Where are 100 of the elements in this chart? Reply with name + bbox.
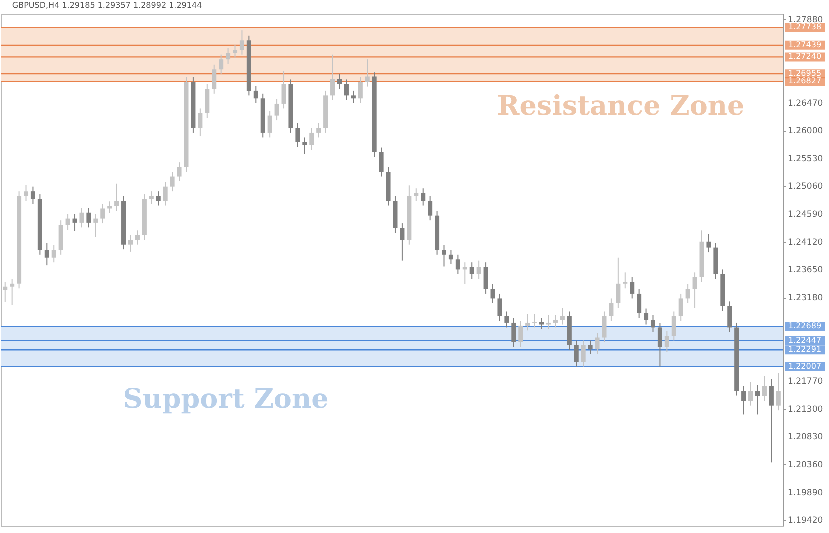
candlestick — [546, 314, 552, 330]
candlestick — [574, 340, 579, 368]
annotation: Support Zone — [123, 384, 329, 415]
ref-line-label: 1.22689 — [788, 322, 822, 331]
ref-line-label: 1.26827 — [788, 76, 822, 86]
candlestick — [100, 204, 106, 224]
candlestick — [637, 288, 642, 319]
candlestick — [581, 340, 586, 368]
y-tick-label: 1.25530 — [788, 154, 824, 164]
candlestick — [310, 128, 314, 151]
candlestick — [302, 137, 308, 155]
candlestick — [66, 214, 70, 231]
candlestick — [476, 260, 482, 280]
candlestick — [512, 318, 516, 348]
candlestick — [170, 172, 175, 192]
candlestick — [748, 382, 754, 406]
candlestick — [30, 186, 36, 204]
candlestick — [560, 308, 565, 326]
candlestick — [456, 254, 460, 275]
candlestick — [644, 308, 649, 326]
candlestick — [400, 223, 405, 262]
candlestick — [428, 196, 433, 222]
candlestick — [540, 318, 544, 330]
candlestick — [588, 340, 593, 355]
candlestick — [595, 332, 600, 355]
candlestick — [678, 293, 684, 322]
candlestick — [135, 230, 140, 246]
chart-title: GBPUSD,H4 1.29185 1.29357 1.28992 1.29144 — [12, 1, 202, 10]
candlestick — [163, 182, 168, 206]
candlestick — [337, 74, 342, 90]
y-tick-label: 1.24120 — [788, 238, 824, 248]
y-tick-label: 1.24590 — [788, 210, 824, 220]
candlestick — [526, 314, 530, 332]
y-tick-label: 1.26470 — [788, 98, 824, 109]
candlestick — [602, 311, 607, 344]
y-tick-label: 1.21770 — [788, 376, 824, 387]
candlestick — [706, 234, 712, 254]
candlestick — [212, 64, 217, 94]
y-tick-label: 1.19890 — [788, 488, 824, 498]
candlestick — [80, 208, 84, 228]
candlestick — [442, 244, 447, 268]
candlestick — [72, 214, 78, 232]
candlestick — [630, 276, 635, 300]
candlestick — [762, 376, 767, 402]
candlestick — [198, 108, 203, 138]
candlestick — [44, 242, 50, 266]
y-tick-label: 1.23180 — [788, 294, 824, 304]
candlestick — [296, 123, 300, 148]
candlestick — [414, 188, 419, 202]
y-tick-label: 1.19420 — [788, 516, 824, 526]
candlestick — [94, 214, 98, 238]
candlestick — [484, 262, 488, 294]
candlestick — [769, 378, 774, 464]
candlestick — [616, 257, 621, 309]
y-tick-label: 1.20360 — [788, 460, 824, 470]
y-tick-label: 1.23650 — [788, 266, 824, 276]
candlestick — [344, 79, 349, 101]
ref-line-label: 1.27439 — [788, 40, 822, 50]
candlestick — [114, 183, 120, 212]
candlestick — [553, 314, 558, 328]
ref-line-label: 1.26955 — [788, 69, 822, 78]
candlestick — [177, 162, 182, 182]
y-tick-label: 1.26000 — [788, 126, 824, 137]
candlestick — [24, 184, 29, 202]
candlestick — [274, 98, 280, 122]
candlestick — [330, 54, 336, 101]
candlestick — [448, 250, 454, 265]
candlestick — [149, 191, 154, 204]
candlestick — [755, 384, 760, 416]
y-tick-label: 1.21300 — [788, 404, 824, 415]
candlestick — [776, 372, 781, 412]
candlestick — [52, 244, 56, 264]
candlestick — [742, 386, 746, 416]
candlestick — [664, 330, 670, 352]
candlestick — [156, 191, 161, 206]
candlestick — [672, 311, 676, 342]
annotation: Resistance Zone — [497, 91, 745, 122]
candlestick — [86, 208, 92, 228]
candlestick — [358, 76, 363, 104]
candlestick — [351, 90, 356, 104]
candlestick — [254, 86, 258, 104]
ref-line-label: 1.22291 — [788, 345, 822, 354]
candlestick — [10, 278, 15, 306]
candlestick — [692, 272, 698, 309]
candlestick — [240, 30, 244, 56]
candlestick — [650, 314, 656, 333]
candlestick — [470, 262, 474, 280]
candlestick — [518, 320, 524, 348]
candlestick — [498, 293, 502, 322]
y-tick-label: 1.20830 — [788, 432, 824, 443]
candlestick — [282, 70, 286, 110]
candlestick — [421, 188, 426, 206]
ref-line-label: 1.22447 — [788, 336, 822, 345]
candlestick — [365, 59, 370, 88]
y-tick-label: 1.25060 — [788, 182, 824, 192]
ref-line-label: 1.27738 — [788, 22, 822, 32]
candlestick — [609, 298, 614, 322]
candlestick — [219, 54, 224, 75]
candlestick — [379, 147, 384, 178]
candlestick — [504, 311, 510, 328]
